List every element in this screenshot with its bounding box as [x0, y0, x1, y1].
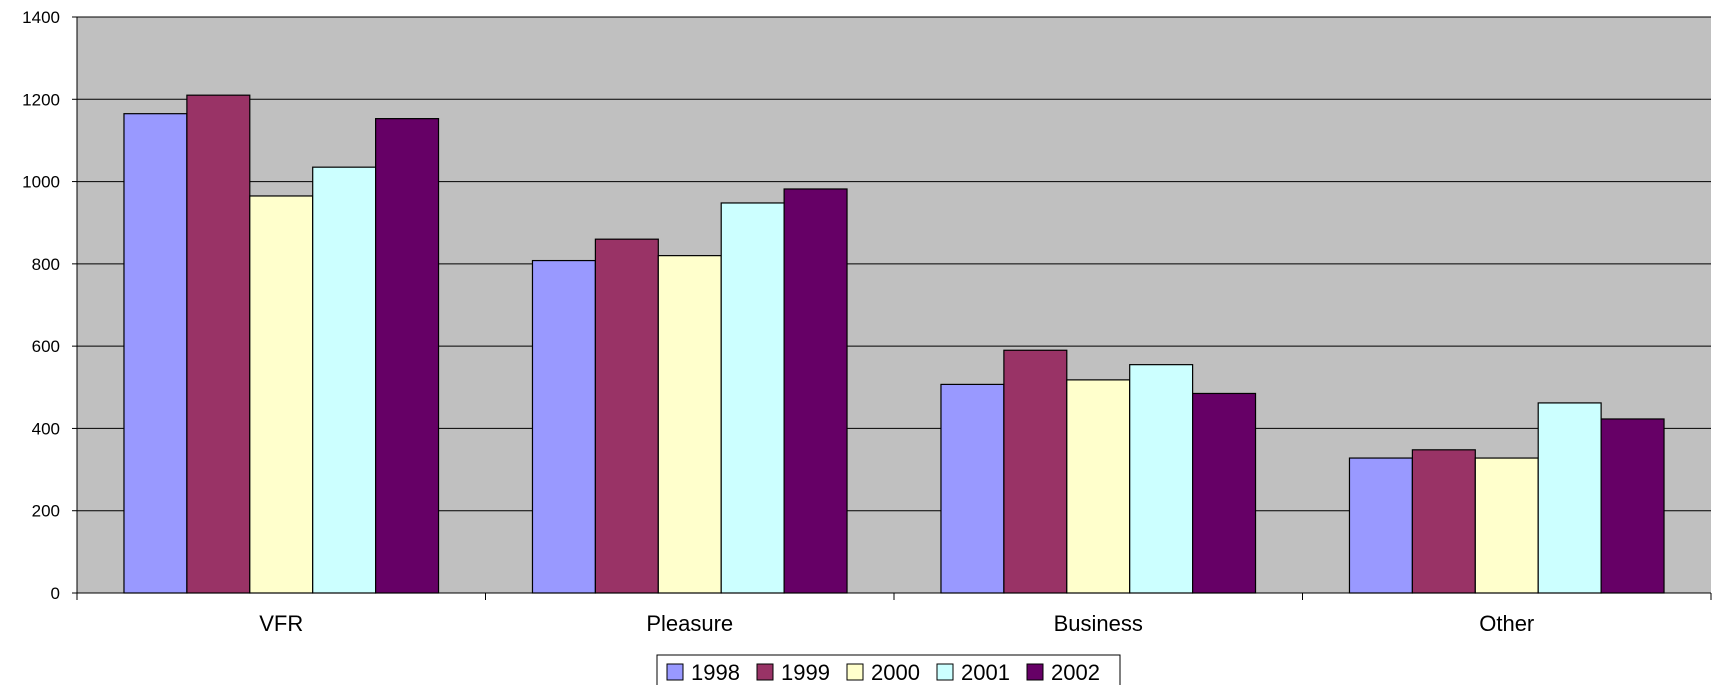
- bar-business-2001: [1129, 364, 1194, 594]
- bar-business-2002: [1192, 392, 1257, 594]
- bar-vfr-2000: [249, 195, 314, 594]
- legend-swatch-2001: [936, 663, 954, 681]
- legend-label-1999: 1999: [781, 660, 830, 685]
- y-tick-label: 1200: [22, 90, 60, 109]
- bar-pleasure-2000: [657, 255, 722, 594]
- y-tick-label: 600: [32, 337, 60, 356]
- bar-other-2000: [1474, 457, 1539, 594]
- legend-label-1998: 1998: [691, 660, 740, 685]
- legend: 1998 1999 2000 2001 2002: [656, 654, 1121, 685]
- x-tick-label: Business: [1054, 611, 1143, 636]
- y-tick-label: 200: [32, 502, 60, 521]
- legend-swatch-1999: [756, 663, 774, 681]
- bar-vfr-1999: [186, 94, 251, 594]
- y-tick-label: 400: [32, 419, 60, 438]
- y-tick-label: 1000: [22, 173, 60, 192]
- y-tick-label: 0: [51, 584, 60, 603]
- legend-label-2001: 2001: [961, 660, 1010, 685]
- y-tick-label: 800: [32, 255, 60, 274]
- bar-other-2002: [1600, 418, 1665, 594]
- bar-other-1999: [1411, 449, 1476, 594]
- bar-pleasure-2002: [783, 188, 848, 594]
- bar-pleasure-1999: [594, 238, 659, 594]
- bar-vfr-1998: [123, 113, 188, 594]
- y-axis-ticks: 0 200 400 600 800 1000 1200 1400: [22, 8, 77, 603]
- bars: [123, 94, 1665, 594]
- legend-swatch-1998: [666, 663, 684, 681]
- x-tick-label: VFR: [259, 611, 303, 636]
- bar-pleasure-1998: [531, 259, 596, 594]
- x-axis-ticks: VFR Pleasure Business Other: [76, 593, 1712, 636]
- x-tick-label: Other: [1479, 611, 1534, 636]
- legend-swatch-2000: [846, 663, 864, 681]
- legend-label-2000: 2000: [871, 660, 920, 685]
- bar-business-2000: [1066, 379, 1131, 594]
- bar-pleasure-2001: [720, 202, 785, 594]
- legend-label-2002: 2002: [1051, 660, 1100, 685]
- bar-vfr-2001: [312, 166, 377, 594]
- bar-business-1999: [1003, 349, 1068, 594]
- x-tick-label: Pleasure: [646, 611, 733, 636]
- bar-other-1998: [1348, 457, 1413, 594]
- bar-other-2001: [1537, 402, 1602, 594]
- bar-business-1998: [940, 383, 1005, 594]
- y-tick-label: 1400: [22, 8, 60, 27]
- legend-swatch-2002: [1026, 663, 1044, 681]
- bar-vfr-2002: [375, 118, 440, 594]
